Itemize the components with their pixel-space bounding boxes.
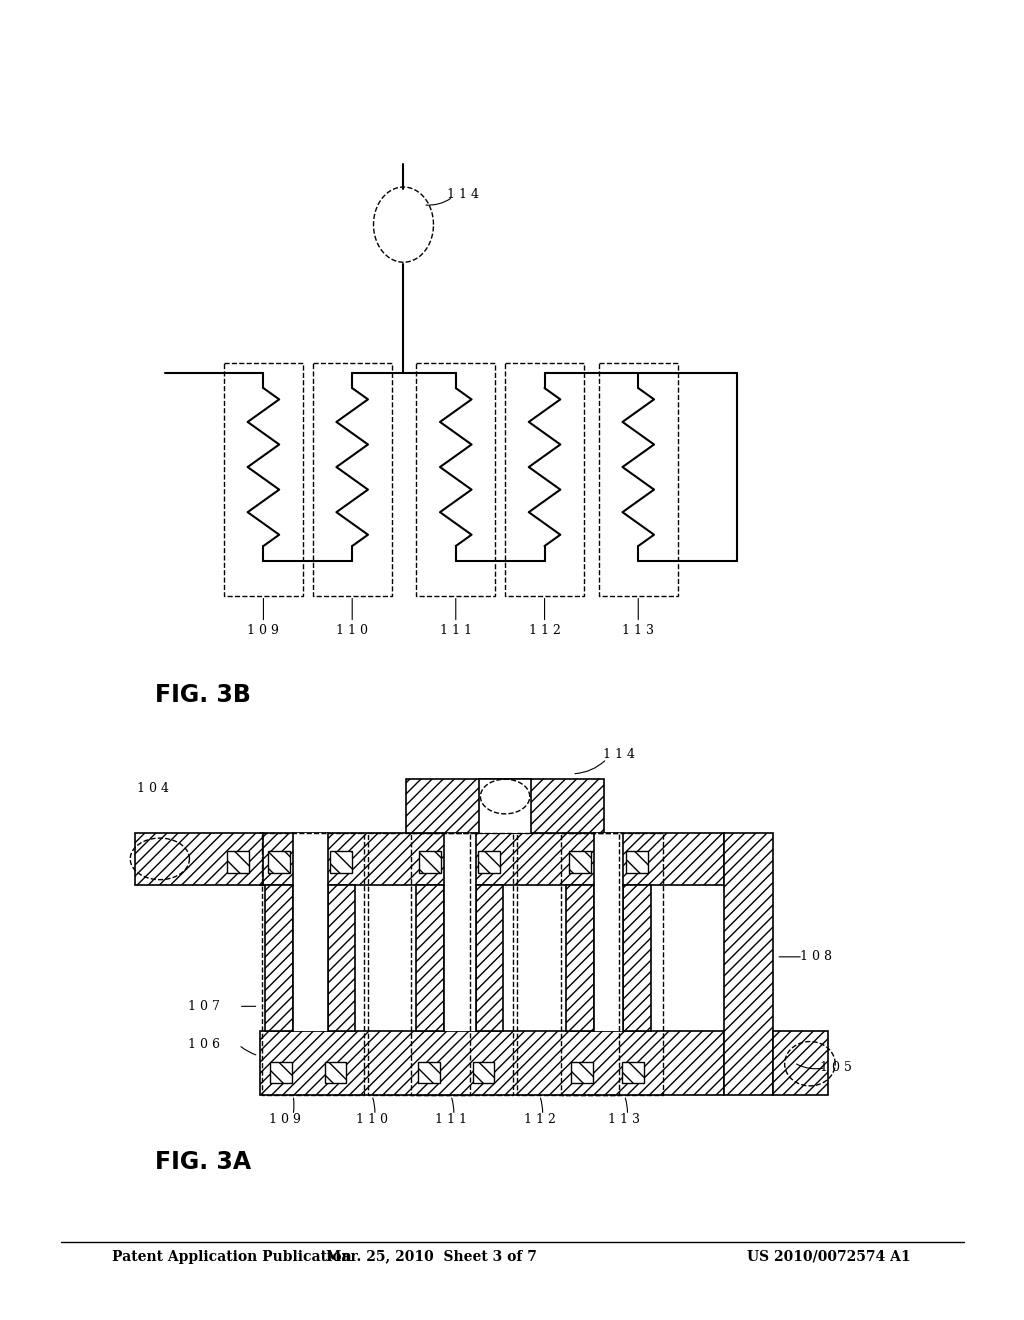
Text: FIG. 3B: FIG. 3B — [155, 682, 251, 706]
Bar — [724, 833, 773, 1096]
Bar — [418, 1061, 440, 1084]
Bar — [566, 884, 594, 1031]
Bar — [270, 1061, 292, 1084]
Text: 1 1 1: 1 1 1 — [435, 1113, 467, 1126]
Bar — [599, 363, 678, 595]
Text: US 2010/0072574 A1: US 2010/0072574 A1 — [746, 1250, 910, 1263]
Bar — [561, 833, 663, 1096]
Bar — [472, 1061, 495, 1084]
Bar — [419, 851, 441, 873]
Text: FIG. 3A: FIG. 3A — [155, 1150, 251, 1173]
Bar — [260, 1031, 724, 1096]
Bar — [444, 884, 475, 1031]
Text: Mar. 25, 2010  Sheet 3 of 7: Mar. 25, 2010 Sheet 3 of 7 — [326, 1250, 537, 1263]
Bar — [594, 833, 624, 884]
Bar — [594, 884, 624, 1031]
Bar — [328, 884, 355, 1031]
Text: 1 0 5: 1 0 5 — [819, 1061, 852, 1074]
Bar — [368, 833, 470, 1096]
Bar — [475, 884, 503, 1031]
Bar — [478, 851, 500, 873]
Bar — [268, 851, 290, 873]
Bar — [293, 884, 328, 1031]
Text: 1 0 7: 1 0 7 — [188, 999, 220, 1012]
Text: 1 1 4: 1 1 4 — [446, 189, 478, 202]
Text: 1 1 0: 1 1 0 — [356, 1113, 388, 1126]
Bar — [135, 833, 263, 884]
Text: 1 1 0: 1 1 0 — [336, 624, 369, 636]
Bar — [571, 1061, 593, 1084]
Bar — [293, 833, 328, 884]
Bar — [407, 779, 604, 833]
Text: 1 0 6: 1 0 6 — [188, 1039, 220, 1052]
Text: 1 0 8: 1 0 8 — [800, 950, 831, 964]
Bar — [224, 363, 303, 595]
Bar — [262, 833, 365, 1096]
Bar — [325, 1061, 346, 1084]
Bar — [624, 884, 651, 1031]
Bar — [260, 833, 724, 884]
Bar — [517, 833, 618, 1096]
Bar — [773, 1031, 827, 1096]
Text: 1 0 9: 1 0 9 — [248, 624, 280, 636]
Text: 1 1 2: 1 1 2 — [523, 1113, 556, 1126]
Bar — [412, 833, 513, 1096]
Bar — [479, 779, 530, 833]
Bar — [627, 851, 648, 873]
Text: 1 1 1: 1 1 1 — [439, 624, 472, 636]
Bar — [569, 851, 591, 873]
Text: Patent Application Publication: Patent Application Publication — [113, 1250, 352, 1263]
Text: 1 1 3: 1 1 3 — [608, 1113, 640, 1126]
Text: 1 0 4: 1 0 4 — [137, 783, 169, 795]
Bar — [417, 363, 496, 595]
Text: 1 1 4: 1 1 4 — [602, 747, 635, 760]
Bar — [227, 851, 249, 873]
Text: 1 0 9: 1 0 9 — [269, 1113, 301, 1126]
Bar — [444, 833, 475, 884]
Bar — [265, 884, 293, 1031]
Bar — [505, 363, 584, 595]
Bar — [417, 884, 444, 1031]
Bar — [623, 1061, 644, 1084]
Text: 1 1 2: 1 1 2 — [528, 624, 560, 636]
Bar — [331, 851, 352, 873]
Bar — [312, 363, 391, 595]
Text: 1 1 3: 1 1 3 — [623, 624, 654, 636]
